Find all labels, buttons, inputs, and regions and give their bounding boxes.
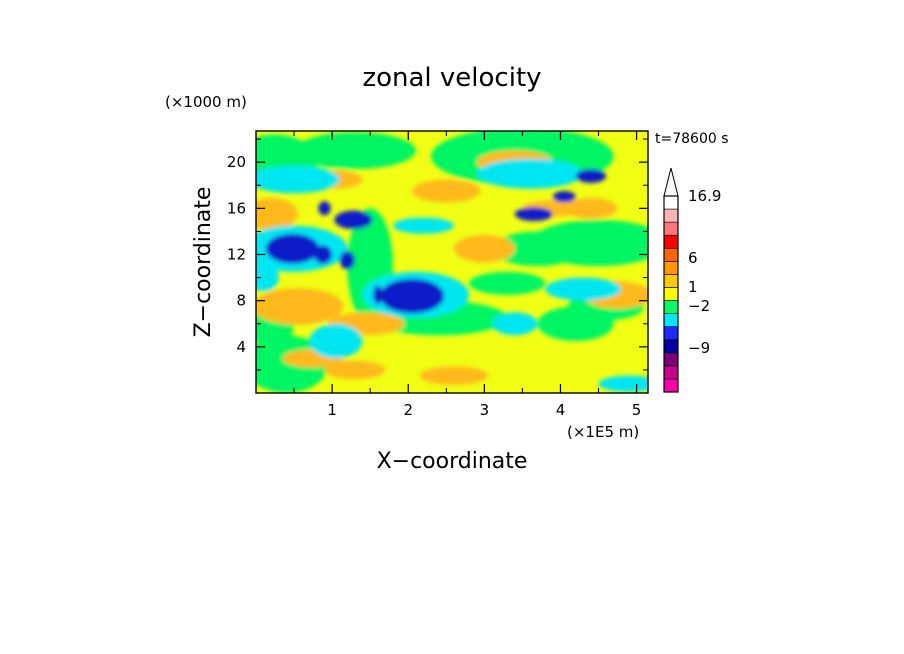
colorbar-segment [663,208,679,223]
contour-region-near-zero [491,231,584,267]
colorbar-tick-label: 16.9 [688,187,721,205]
x-axis-label: X−coordinate [377,449,528,474]
contour-region-negative-weak [545,277,622,301]
y-axis-unit: (×1000 m) [165,93,247,111]
contour-region-negative-weak [491,312,538,336]
contour-region-negative-weak [393,217,454,234]
x-tick-label: 4 [556,401,566,419]
y-tick-label: 20 [227,153,246,171]
contour-region-negative-strong [313,245,333,264]
time-label: t=78600 s [655,131,729,147]
contour-region-negative-strong [265,233,320,264]
contour-region-positive-moderate [412,179,481,203]
y-axis-label: Z−coordinate [191,187,216,338]
contour-region-negative-weak [256,263,279,292]
contour-region-positive-moderate [324,360,386,380]
colorbar-segment [663,326,679,341]
contour-region-positive-moderate [564,197,618,219]
y-tick-label: 16 [227,199,246,217]
colorbar-segment [663,313,679,327]
contour-region-negative-weak [309,323,363,359]
contour-region-positive-moderate [419,366,489,385]
x-axis-unit: (×1E5 m) [567,423,639,441]
contour-region-near-zero [469,271,546,295]
colorbar-segment [663,339,679,354]
x-tick-label: 3 [480,401,490,419]
colorbar-segment [663,221,679,236]
y-tick-label: 8 [236,292,246,310]
colorbar-segment [663,287,679,301]
colorbar-segment [663,378,679,393]
contour-region-negative-strong [380,278,445,314]
contour-region-negative-strong [552,191,576,203]
contour-region-negative-strong [514,207,553,222]
colorbar-segment [663,300,679,314]
contour-region-negative-strong [318,201,331,216]
colorbar-tick-label: −2 [688,297,710,315]
y-tick-label: 4 [236,338,246,356]
colorbar-segment [663,274,679,288]
contour-region-positive-moderate [256,197,298,231]
x-tick-label: 1 [327,401,337,419]
contour-region-negative-strong [339,251,355,270]
colorbar-segment [663,365,679,380]
colorbar-segment [663,352,679,367]
contour-region-negative-weak [598,375,648,392]
plot-area [256,131,648,393]
contour-region-negative-weak [476,158,584,189]
plot-frame [255,130,649,394]
x-tick-label: 5 [632,401,642,419]
contour-region-negative-weak [256,165,340,194]
contour-region-positive-moderate [256,287,344,325]
colorbar-frame [663,195,679,393]
colorbar-segment [663,195,679,210]
contour-region-negative-strong [575,169,607,183]
contour-region-positive-moderate [453,234,515,263]
x-tick-label: 2 [403,401,413,419]
colorbar-tick-label: −9 [688,339,710,357]
contour-region-near-zero [294,132,416,170]
contour-region-negative-strong [334,210,373,230]
y-tick-label: 12 [227,245,246,263]
colorbar-tick-label: 1 [688,278,698,296]
colorbar-extension-arrow [663,167,679,197]
colorbar-segment [663,234,679,249]
contour-region-negative-strong [373,285,383,305]
colorbar-tick-label: 6 [688,249,698,267]
colorbar-segment [663,261,679,275]
contour-field [256,131,648,393]
colorbar: 16.9 6 1−2 −9 [663,167,721,393]
colorbar-segment [663,247,679,262]
chart-title: zonal velocity [362,63,541,93]
